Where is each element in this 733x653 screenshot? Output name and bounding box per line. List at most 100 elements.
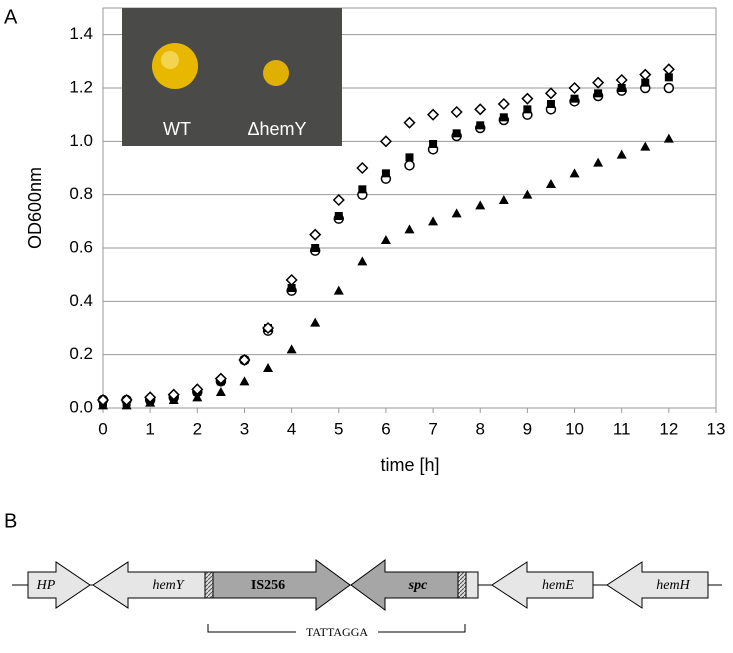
gene-label: HP (36, 578, 56, 593)
x-tick-label: 5 (334, 419, 343, 438)
data-point (475, 200, 486, 210)
x-tick-label: 3 (240, 419, 249, 438)
data-point (451, 208, 462, 218)
colony (263, 60, 289, 86)
data-point (191, 383, 204, 396)
gene-label: hemE (542, 578, 574, 593)
y-tick-label: 0.8 (69, 184, 93, 203)
data-point (358, 185, 367, 194)
gene-arrow (491, 561, 594, 609)
gene-arrow (350, 559, 459, 611)
x-tick-label: 1 (145, 419, 154, 438)
data-point (120, 393, 133, 407)
x-tick-label: 2 (193, 419, 202, 438)
inset-label: WT (163, 119, 191, 139)
gene-label: hemY (152, 578, 185, 593)
data-point (287, 284, 296, 292)
data-point (663, 82, 675, 94)
data-point (617, 84, 626, 92)
data-point (497, 97, 510, 111)
x-axis-label: time [h] (380, 455, 439, 475)
data-point (641, 78, 650, 87)
gene-diagram (12, 559, 722, 633)
data-point (593, 157, 604, 167)
data-point (285, 273, 298, 287)
data-point (263, 363, 274, 372)
gene-box (465, 571, 479, 599)
panel-label: A (4, 6, 18, 28)
x-tick-label: 7 (428, 419, 437, 438)
data-point (545, 179, 556, 188)
x-tick-label: 13 (707, 419, 726, 438)
y-tick-label: 1.4 (69, 24, 93, 43)
data-point (522, 189, 533, 199)
data-point (380, 235, 391, 244)
gene-arrow (92, 561, 206, 609)
y-tick-label: 1.0 (69, 131, 93, 150)
data-point (428, 216, 439, 226)
data-point (662, 63, 675, 76)
data-point (640, 141, 651, 151)
gene-label: hemH (656, 578, 690, 593)
data-point (215, 387, 226, 396)
data-point (309, 228, 322, 241)
data-point (404, 224, 415, 234)
data-point (452, 129, 461, 138)
x-tick-label: 8 (475, 419, 484, 438)
x-tick-label: 0 (98, 419, 107, 438)
data-point (498, 195, 509, 204)
junction-label: TATTAGGA (306, 625, 368, 639)
panel-label: B (4, 510, 17, 532)
junction-label-bg (296, 624, 378, 640)
x-tick-label: 10 (565, 419, 584, 438)
data-point (356, 161, 369, 175)
data-point (592, 76, 605, 89)
data-point (664, 73, 673, 82)
data-point (239, 376, 250, 386)
y-tick-label: 0.0 (69, 397, 93, 416)
repeat-box (457, 571, 467, 599)
data-point (238, 353, 251, 367)
data-point (332, 193, 345, 207)
x-tick-label: 9 (523, 419, 532, 438)
data-point (214, 372, 227, 385)
data-point (334, 212, 343, 220)
gene-arrow (27, 561, 91, 609)
gene-label: IS256 (251, 578, 285, 593)
data-point (523, 105, 532, 114)
data-point (405, 153, 414, 162)
x-tick-label: 11 (613, 419, 631, 438)
data-point (310, 317, 321, 327)
data-point (568, 81, 581, 95)
data-point (663, 133, 674, 143)
data-point (96, 393, 110, 407)
data-point (476, 121, 485, 130)
data-point (594, 89, 603, 98)
x-tick-label: 4 (287, 419, 296, 438)
data-point (379, 135, 392, 148)
y-tick-label: 1.2 (69, 77, 93, 96)
data-point (521, 92, 534, 105)
data-point (381, 169, 390, 178)
data-point (639, 68, 652, 81)
data-point (311, 244, 320, 252)
y-axis-label: OD600nm (25, 167, 45, 249)
colony-highlight (161, 51, 179, 69)
y-tick-label: 0.6 (69, 237, 93, 256)
data-point (474, 103, 487, 116)
data-point (450, 105, 463, 119)
x-tick-label: 12 (659, 419, 678, 438)
data-point (570, 94, 579, 103)
inset-label: ΔhemY (247, 119, 306, 139)
data-point (167, 388, 180, 401)
data-point (429, 140, 438, 148)
data-point (427, 108, 440, 121)
data-point (403, 116, 416, 129)
repeat-box (204, 571, 214, 599)
data-point (286, 344, 297, 354)
data-point (569, 168, 580, 178)
data-point (499, 113, 508, 122)
data-point (615, 73, 628, 87)
